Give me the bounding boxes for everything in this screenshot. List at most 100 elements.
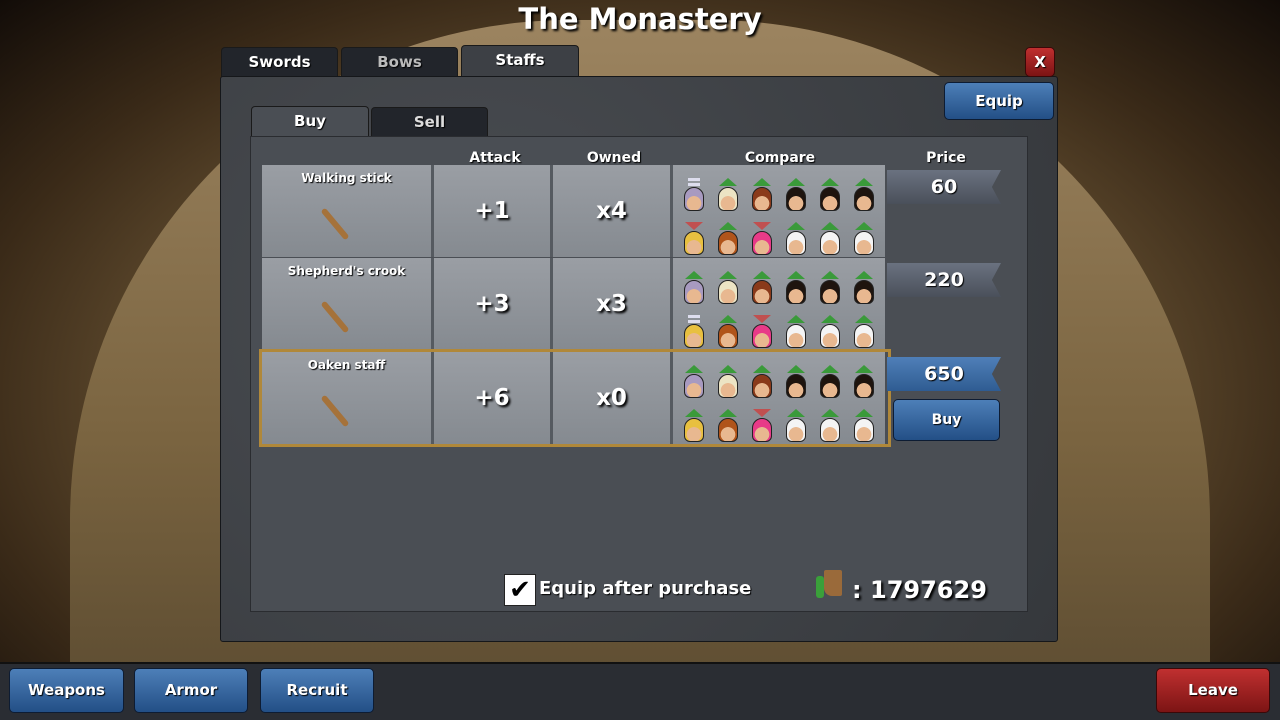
- hero-portrait-icon: [786, 324, 806, 348]
- compare-up-icon: [855, 178, 873, 186]
- price-tag: 220: [887, 263, 1001, 297]
- compare-up-icon: [719, 178, 737, 186]
- compare-up-icon: [685, 409, 703, 417]
- compare-eq-icon: [688, 178, 700, 186]
- close-button[interactable]: X: [1025, 47, 1055, 77]
- hero-compare: [711, 260, 745, 304]
- hero-portrait-icon: [718, 231, 738, 255]
- hero-compare: [677, 304, 711, 348]
- compare-up-icon: [787, 178, 805, 186]
- equip-after-purchase-checkbox[interactable]: ✔: [504, 574, 536, 606]
- weapons-nav-button[interactable]: Weapons: [9, 668, 124, 713]
- hero-portrait-icon: [854, 324, 874, 348]
- item-owned: x0: [553, 352, 673, 444]
- compare-up-icon: [855, 409, 873, 417]
- hero-portrait-icon: [752, 280, 772, 304]
- staff-icon: [320, 207, 350, 241]
- hero-portrait-icon: [752, 187, 772, 211]
- compare-up-icon: [753, 178, 771, 186]
- hero-compare: [779, 211, 813, 255]
- item-name: Shepherd's crook: [287, 264, 406, 278]
- compare-up-icon: [719, 222, 737, 230]
- item-attack: +3: [434, 258, 553, 350]
- hero-compare: [813, 354, 847, 398]
- item-name-cell: Shepherd's crook: [262, 258, 434, 350]
- item-name: Walking stick: [301, 171, 392, 185]
- staff-icon: [320, 394, 350, 428]
- compare-up-icon: [719, 409, 737, 417]
- hero-compare: [745, 167, 779, 211]
- item-owned: x3: [553, 258, 673, 350]
- equip-button[interactable]: Equip: [944, 82, 1054, 120]
- compare-grid: [673, 258, 885, 350]
- compare-up-icon: [787, 271, 805, 279]
- equip-after-purchase-label[interactable]: Equip after purchase: [539, 578, 752, 599]
- item-row[interactable]: Walking stick +1 x4: [262, 165, 888, 257]
- compare-up-icon: [753, 271, 771, 279]
- hero-compare: [711, 354, 745, 398]
- compare-up-icon: [855, 271, 873, 279]
- hero-compare: [847, 260, 881, 304]
- tab-swords[interactable]: Swords: [221, 47, 338, 77]
- hero-compare: [779, 354, 813, 398]
- tab-sell[interactable]: Sell: [371, 107, 488, 137]
- item-attack: +6: [434, 352, 553, 444]
- hero-compare: [813, 211, 847, 255]
- hero-compare: [677, 167, 711, 211]
- hero-compare: [745, 304, 779, 348]
- gold-boot-icon: [814, 570, 844, 606]
- hero-portrait-icon: [854, 231, 874, 255]
- hero-compare: [847, 354, 881, 398]
- tab-bows[interactable]: Bows: [341, 47, 458, 77]
- hero-compare: [779, 398, 813, 442]
- compare-up-icon: [719, 271, 737, 279]
- hero-portrait-icon: [684, 418, 704, 442]
- hero-portrait-icon: [752, 418, 772, 442]
- tab-buy[interactable]: Buy: [251, 106, 369, 138]
- hero-portrait-icon: [752, 374, 772, 398]
- header-owned: Owned: [586, 150, 642, 166]
- compare-up-icon: [685, 365, 703, 373]
- compare-up-icon: [855, 222, 873, 230]
- recruit-nav-button[interactable]: Recruit: [260, 668, 374, 713]
- leave-button[interactable]: Leave: [1156, 668, 1270, 713]
- staff-icon: [320, 300, 350, 334]
- compare-down-icon: [753, 315, 771, 323]
- buy-button[interactable]: Buy: [893, 399, 1000, 441]
- compare-grid: [673, 165, 885, 257]
- hero-portrait-icon: [786, 187, 806, 211]
- compare-grid: [673, 352, 885, 444]
- hero-compare: [745, 260, 779, 304]
- hero-portrait-icon: [854, 374, 874, 398]
- armor-nav-button[interactable]: Armor: [134, 668, 248, 713]
- hero-portrait-icon: [820, 324, 840, 348]
- hero-portrait-icon: [786, 418, 806, 442]
- hero-portrait-icon: [820, 418, 840, 442]
- header-price: Price: [926, 150, 966, 166]
- hero-portrait-icon: [820, 374, 840, 398]
- hero-compare: [711, 211, 745, 255]
- hero-compare: [677, 354, 711, 398]
- item-name: Oaken staff: [307, 358, 386, 372]
- compare-up-icon: [821, 409, 839, 417]
- hero-portrait-icon: [718, 418, 738, 442]
- compare-up-icon: [787, 409, 805, 417]
- tab-staffs[interactable]: Staffs: [461, 45, 579, 79]
- item-row[interactable]: Shepherd's crook +3 x3: [262, 258, 888, 350]
- compare-up-icon: [855, 315, 873, 323]
- compare-up-icon: [719, 315, 737, 323]
- hero-portrait-icon: [718, 324, 738, 348]
- header-attack: Attack: [469, 150, 521, 166]
- compare-up-icon: [821, 178, 839, 186]
- hero-portrait-icon: [718, 280, 738, 304]
- item-row[interactable]: Oaken staff +6 x0: [259, 349, 891, 447]
- hero-compare: [745, 398, 779, 442]
- compare-down-icon: [685, 222, 703, 230]
- hero-compare: [847, 167, 881, 211]
- hero-compare: [677, 211, 711, 255]
- hero-compare: [847, 398, 881, 442]
- hero-portrait-icon: [854, 280, 874, 304]
- hero-compare: [711, 167, 745, 211]
- hero-portrait-icon: [718, 187, 738, 211]
- header-compare: Compare: [744, 150, 816, 166]
